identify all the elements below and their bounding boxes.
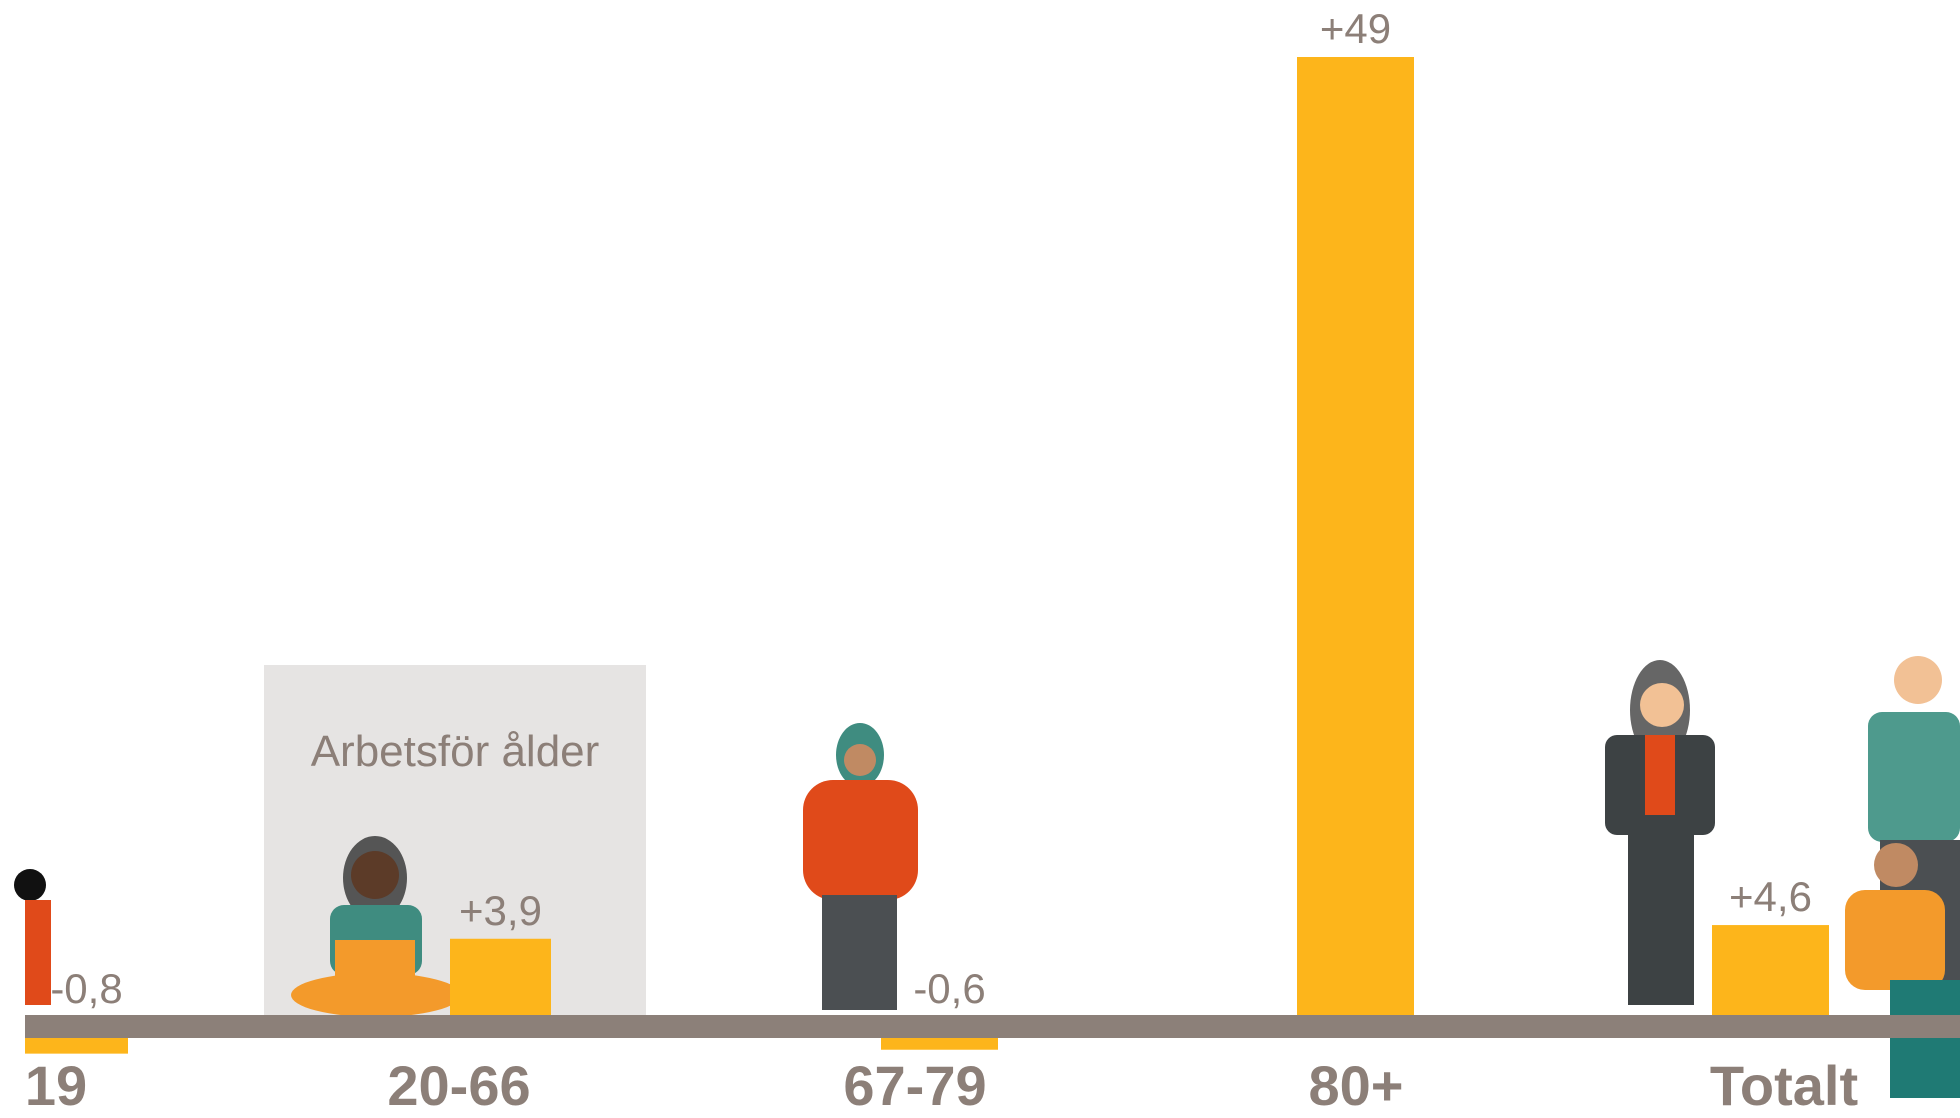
bar [450, 939, 551, 1015]
value-label: -0,8 [50, 965, 122, 1012]
bar [1712, 925, 1829, 1015]
bar [881, 1038, 998, 1050]
value-label: -0,6 [913, 965, 985, 1012]
person-illustration [803, 723, 918, 1010]
x-tick-label: Totalt [1710, 1054, 1858, 1117]
baseline [25, 1015, 1960, 1038]
x-tick-label: 67-79 [843, 1054, 986, 1117]
value-label: +49 [1320, 5, 1391, 52]
chart: Arbetsför ålder -0,8 +3,9 -0,6 +49 +4,6 19 20-… [0, 0, 1960, 1118]
x-tick-label: 20-66 [387, 1054, 530, 1117]
annotation: Arbetsför ålder [311, 727, 600, 776]
x-tick-label: 80+ [1309, 1054, 1404, 1117]
bar [1297, 57, 1414, 1015]
value-label: +3,9 [459, 887, 542, 934]
person-illustration [14, 869, 51, 1005]
bar [25, 1038, 128, 1054]
value-label: +4,6 [1729, 873, 1812, 920]
x-tick-label: 19 [25, 1054, 87, 1117]
person-illustration [1605, 660, 1715, 1005]
